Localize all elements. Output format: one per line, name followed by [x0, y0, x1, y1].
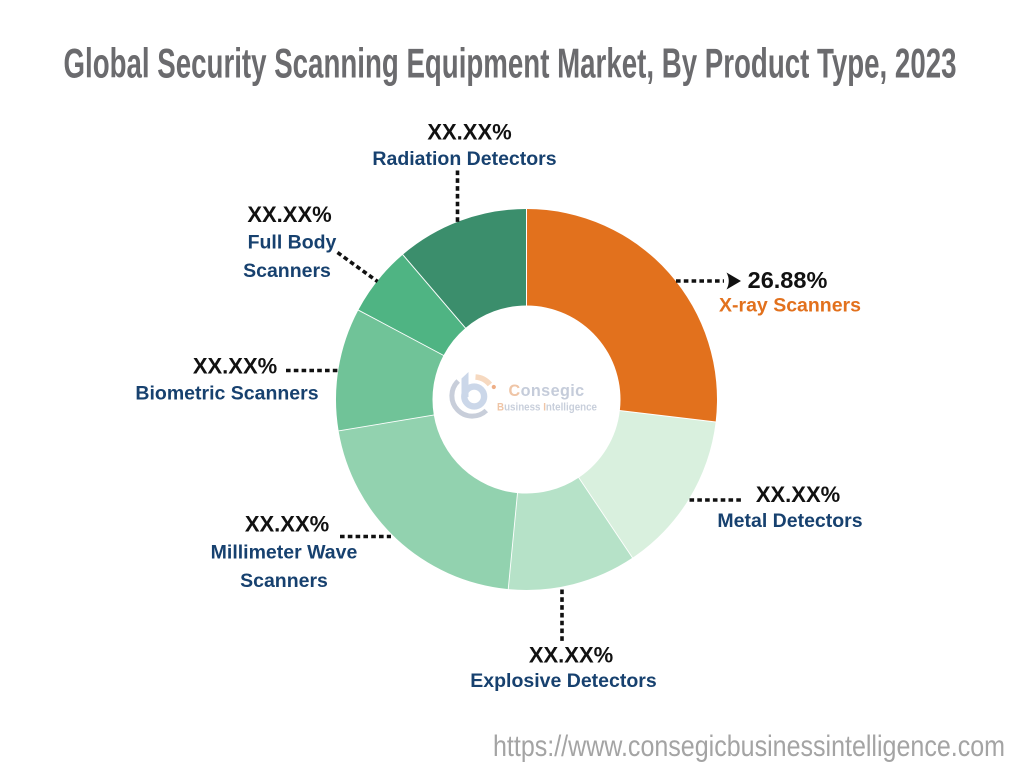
svg-text:Business Intelligence: Business Intelligence [497, 402, 597, 414]
svg-text:Explosive Detectors: Explosive Detectors [470, 670, 657, 692]
svg-text:26.88%: 26.88% [748, 267, 828, 293]
svg-text:Consegic: Consegic [509, 382, 585, 400]
svg-text:XX.XX%: XX.XX% [193, 354, 277, 379]
svg-text:Biometric Scanners: Biometric Scanners [135, 383, 318, 405]
svg-text:Scanners: Scanners [240, 570, 328, 592]
svg-text:Radiation Detectors: Radiation Detectors [372, 148, 556, 170]
svg-text:XX.XX%: XX.XX% [756, 482, 840, 507]
svg-text:Millimeter Wave: Millimeter Wave [211, 542, 358, 564]
svg-text:XX.XX%: XX.XX% [245, 512, 329, 537]
svg-text:X-ray Scanners: X-ray Scanners [719, 295, 861, 317]
svg-text:XX.XX%: XX.XX% [529, 643, 613, 668]
svg-text:Metal Detectors: Metal Detectors [717, 510, 862, 532]
svg-text:XX.XX%: XX.XX% [427, 120, 511, 145]
svg-text:XX.XX%: XX.XX% [247, 202, 331, 227]
svg-text:Scanners: Scanners [243, 260, 331, 282]
svg-text:Full Body: Full Body [248, 232, 337, 254]
svg-text:Global Security Scanning Equip: Global Security Scanning Equipment Marke… [64, 40, 957, 87]
svg-text:https://www.consegicbusinessin: https://www.consegicbusinessintelligence… [493, 730, 1005, 763]
